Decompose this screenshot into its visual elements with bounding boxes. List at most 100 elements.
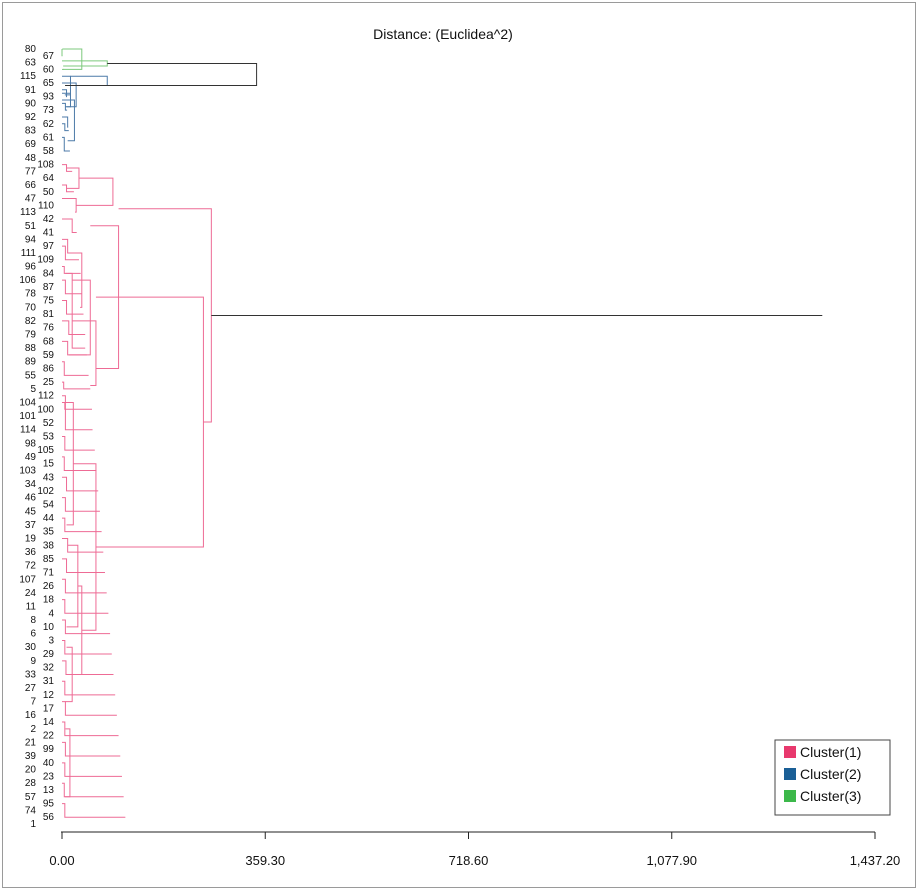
leaf-label: 60 xyxy=(43,64,55,75)
leaf-label: 89 xyxy=(25,357,37,368)
leaf-label: 22 xyxy=(43,731,55,742)
leaf-label: 87 xyxy=(43,282,55,293)
leaf-label: 95 xyxy=(43,799,55,810)
leaf-label: 50 xyxy=(43,187,55,198)
leaf-label: 24 xyxy=(25,588,37,599)
leaf-label: 19 xyxy=(25,533,37,544)
dendrogram-link xyxy=(62,599,109,614)
leaf-label: 83 xyxy=(25,126,37,137)
dendrogram-link xyxy=(68,279,91,356)
leaf-label: 9 xyxy=(30,656,36,667)
leaf-label: 102 xyxy=(37,486,54,497)
legend-swatch xyxy=(784,768,796,780)
x-tick-label: 0.00 xyxy=(49,853,74,868)
leaf-label: 17 xyxy=(43,703,55,714)
leaf-label: 12 xyxy=(43,690,55,701)
dendrogram-link xyxy=(62,680,116,696)
leaf-label: 91 xyxy=(25,85,37,96)
leaf-label: 2 xyxy=(30,724,36,735)
leaf-label: 68 xyxy=(43,336,55,347)
leaf-label: 39 xyxy=(25,751,37,762)
dendrogram-link xyxy=(62,48,83,70)
leaf-label: 51 xyxy=(25,221,37,232)
leaf-label: 67 xyxy=(43,51,55,62)
leaf-label: 79 xyxy=(25,330,37,341)
leaf-label: 13 xyxy=(43,785,55,796)
leaf-label: 82 xyxy=(25,316,37,327)
leaf-label: 114 xyxy=(20,425,36,436)
legend-swatch xyxy=(784,790,796,802)
leaf-label: 16 xyxy=(25,710,37,721)
leaf-label: 85 xyxy=(43,554,55,565)
leaf-label: 55 xyxy=(25,370,37,381)
leaf-label: 104 xyxy=(19,398,36,409)
leaf-label: 65 xyxy=(43,78,55,89)
leaf-label: 53 xyxy=(43,432,55,443)
dendrogram-link xyxy=(62,381,91,390)
leaf-label: 107 xyxy=(19,574,36,585)
leaf-label: 3 xyxy=(48,635,54,646)
leaf-label: 94 xyxy=(25,234,37,245)
leaf-label: 101 xyxy=(19,411,36,422)
leaf-label: 78 xyxy=(25,289,37,300)
leaf-label: 76 xyxy=(43,323,55,334)
leaf-label: 23 xyxy=(43,771,55,782)
leaf-label: 105 xyxy=(37,445,54,456)
dendrogram-link xyxy=(62,537,104,553)
leaf-label: 11 xyxy=(26,601,37,612)
dendrogram-link xyxy=(62,517,102,533)
leaf-label: 38 xyxy=(43,540,55,551)
leaf-label: 10 xyxy=(43,622,55,633)
leaf-label: 63 xyxy=(25,58,37,69)
dendrogram-link xyxy=(62,402,92,410)
leaf-labels: 8067636011565919390739262836169584810877… xyxy=(19,44,54,830)
x-tick-label: 359.30 xyxy=(245,853,285,868)
dendrogram-link xyxy=(62,782,124,798)
leaf-label: 47 xyxy=(25,194,37,205)
leaf-label: 34 xyxy=(25,479,37,490)
leaf-label: 97 xyxy=(43,241,55,252)
dendrogram-link xyxy=(62,300,84,315)
leaf-label: 52 xyxy=(43,418,55,429)
dendrogram-link xyxy=(62,476,99,492)
leaf-label: 29 xyxy=(43,649,55,660)
dendrogram-link xyxy=(62,721,119,737)
leaf-label: 49 xyxy=(25,452,37,463)
dendrogram-link xyxy=(62,245,79,261)
dendrogram-link xyxy=(61,49,63,57)
dendrogram-link xyxy=(62,497,100,512)
legend-label: Cluster(3) xyxy=(800,788,861,804)
legend-swatch xyxy=(784,746,796,758)
leaf-label: 80 xyxy=(25,44,37,55)
leaf-label: 110 xyxy=(38,200,54,211)
dendrogram-link xyxy=(62,762,122,777)
leaf-label: 103 xyxy=(19,465,36,476)
leaf-label: 25 xyxy=(43,377,55,388)
leaf-label: 88 xyxy=(25,343,37,354)
leaf-label: 27 xyxy=(25,683,37,694)
leaf-label: 6 xyxy=(30,629,36,640)
leaf-label: 56 xyxy=(43,812,55,823)
dendrogram-link xyxy=(64,728,71,798)
dendrogram-link xyxy=(62,741,121,757)
dendrogram-link xyxy=(62,116,69,128)
leaf-label: 93 xyxy=(43,92,55,103)
dendrogram-link xyxy=(62,320,86,336)
leaf-label: 57 xyxy=(25,792,37,803)
leaf-label: 35 xyxy=(43,527,55,538)
leaf-label: 70 xyxy=(25,302,37,313)
dendrogram-link xyxy=(62,361,89,376)
leaf-label: 74 xyxy=(25,805,37,816)
leaf-label: 86 xyxy=(43,364,55,375)
leaf-label: 54 xyxy=(43,499,55,510)
leaf-label: 92 xyxy=(25,112,37,123)
leaf-label: 28 xyxy=(25,778,37,789)
leaf-label: 44 xyxy=(43,513,55,524)
leaf-label: 108 xyxy=(37,160,54,171)
dendrogram-link xyxy=(62,123,69,132)
leaf-label: 31 xyxy=(43,676,55,687)
dendrogram-link xyxy=(65,62,258,87)
leaf-label: 90 xyxy=(25,98,37,109)
leaf-label: 58 xyxy=(43,146,55,157)
leaf-label: 64 xyxy=(43,173,55,184)
